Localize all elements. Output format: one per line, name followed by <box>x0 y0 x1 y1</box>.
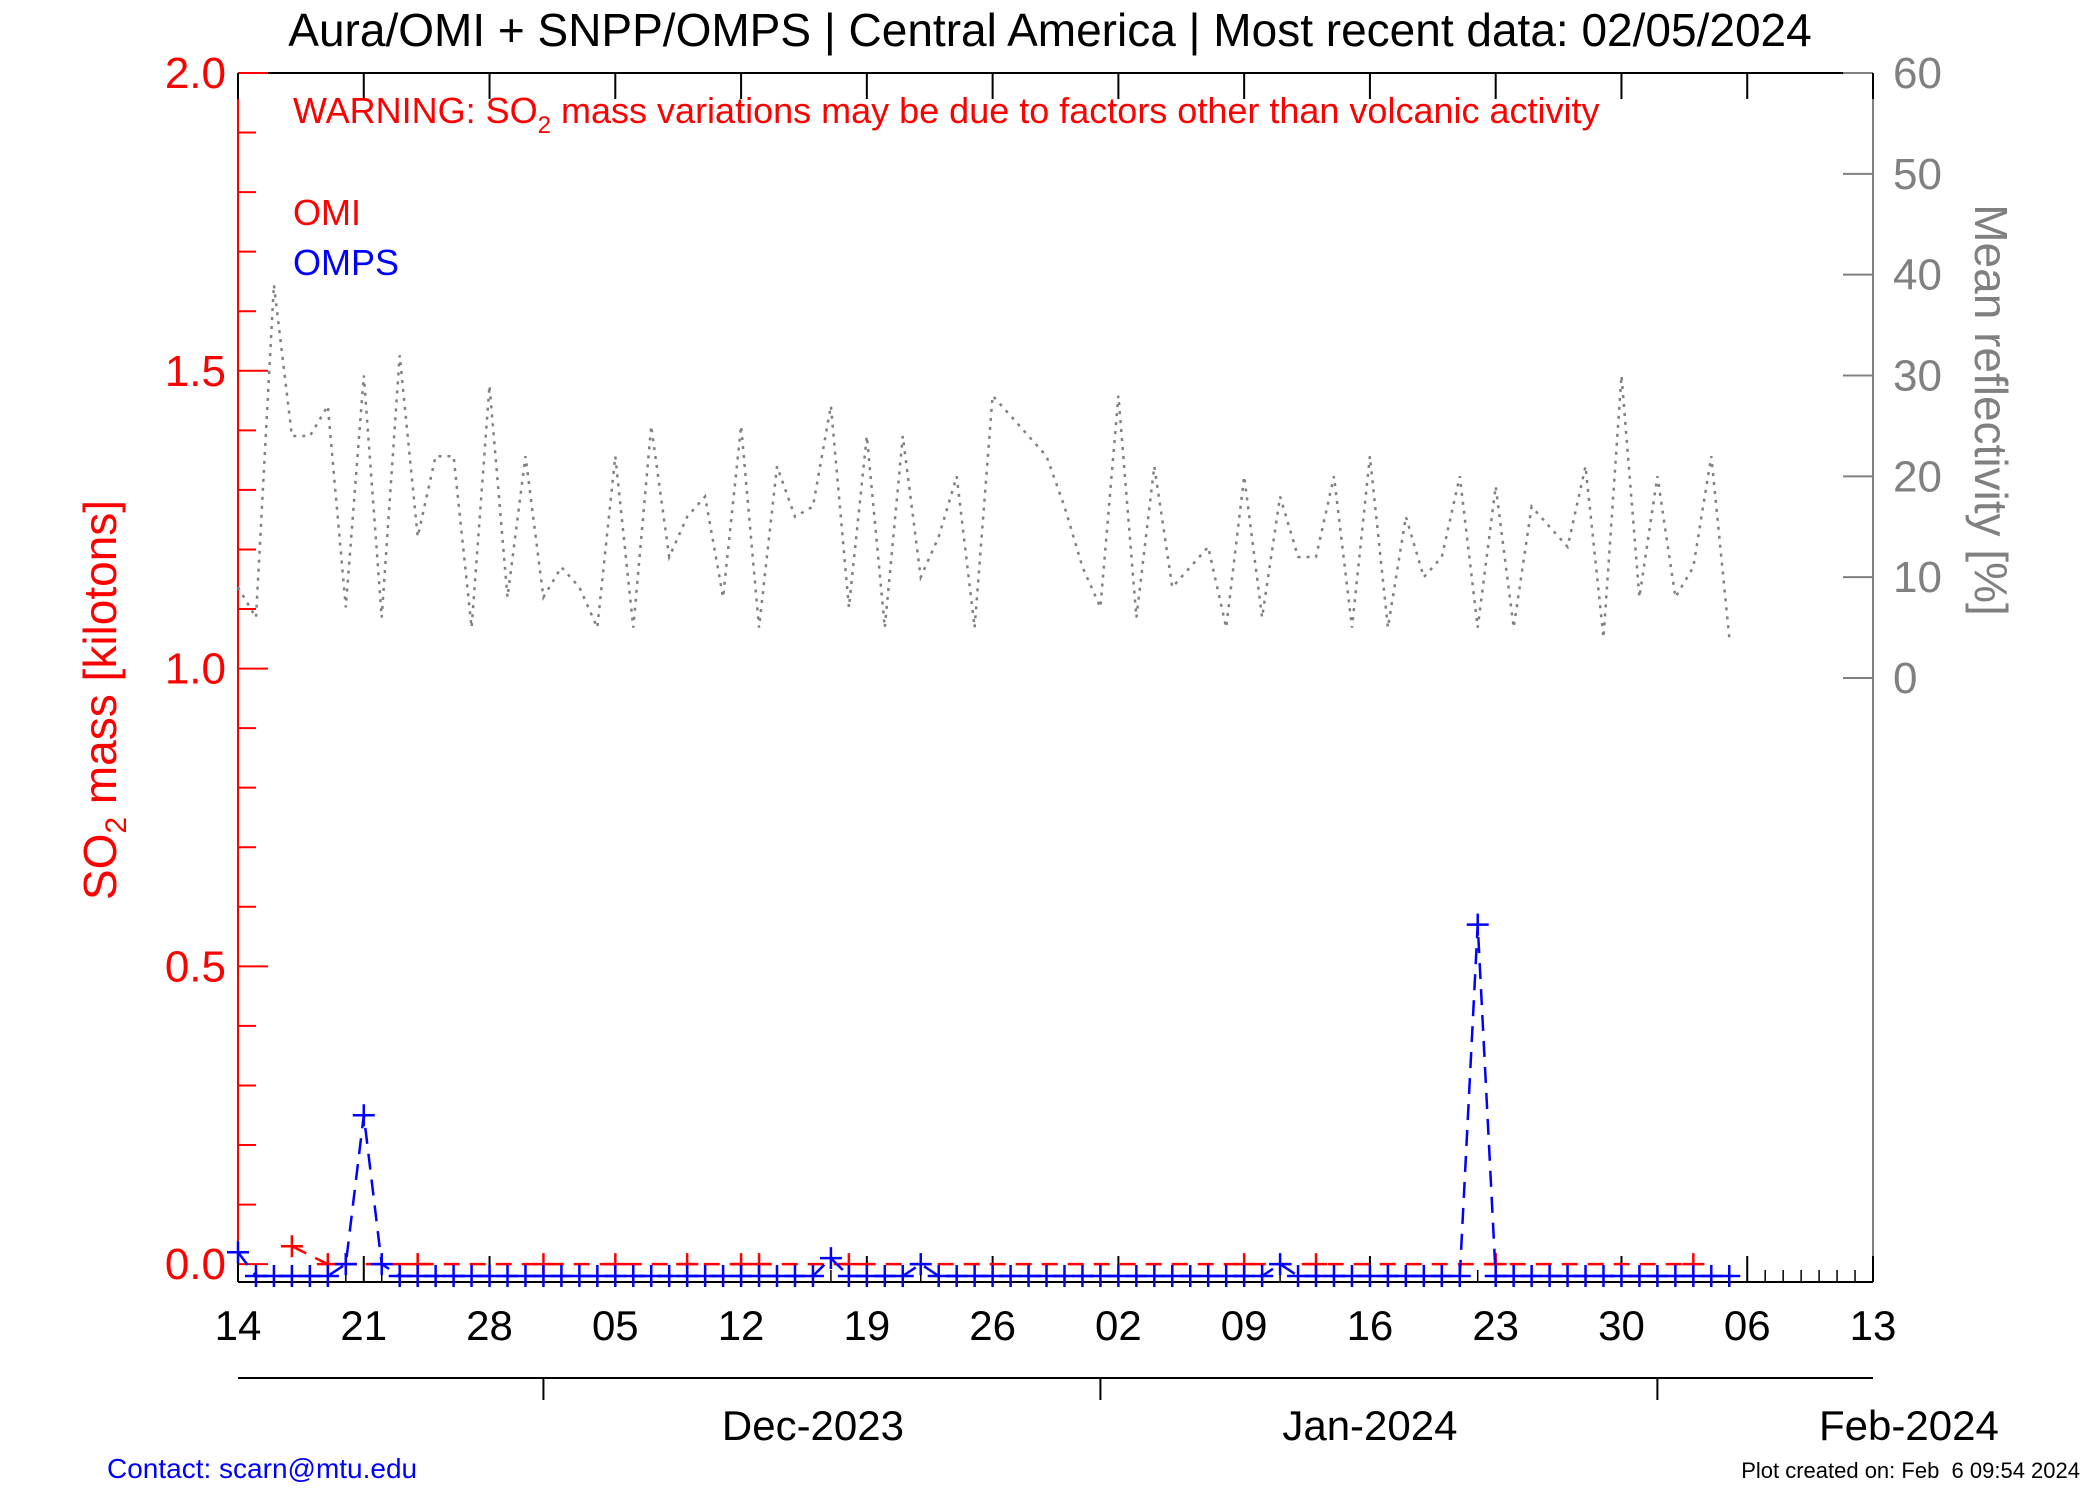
right-tick-label: 40 <box>1893 251 1942 300</box>
right-tick-label: 50 <box>1893 150 1942 199</box>
left-y-axis: 0.0 0.5 1.0 1.5 2.0 <box>165 49 268 1289</box>
x-axis: 14 21 28 05 12 19 26 02 09 16 23 30 06 13 <box>215 73 1897 1349</box>
omps-point <box>1448 1265 1471 1288</box>
legend-omi: OMI <box>293 192 361 233</box>
omps-point <box>819 1247 842 1270</box>
omps-point <box>909 1253 932 1276</box>
plot-frame <box>238 72 1873 1283</box>
x-tick-label: 05 <box>592 1302 639 1349</box>
omps-point <box>352 1104 375 1127</box>
left-tick-label: 1.5 <box>165 347 226 396</box>
x-tick-label: 16 <box>1347 1302 1394 1349</box>
x-tick-label: 26 <box>969 1302 1016 1349</box>
omps-point <box>801 1265 824 1288</box>
right-tick-label: 20 <box>1893 452 1942 501</box>
omps-point <box>1251 1265 1274 1288</box>
contact-text: Contact: scarn@mtu.edu <box>107 1453 417 1484</box>
x-tick-label: 12 <box>718 1302 765 1349</box>
y-axis-label-right: Mean reflectivity [%] <box>1965 204 2017 616</box>
right-tick-label: 0 <box>1893 654 1917 703</box>
y-axis-label-left: SO2 mass [kilotons] <box>74 500 133 900</box>
left-tick-label: 0.0 <box>165 1240 226 1289</box>
right-tick-label: 30 <box>1893 352 1942 401</box>
omps-point <box>370 1253 393 1276</box>
omps-point <box>891 1265 914 1288</box>
omps-point <box>1269 1253 1292 1276</box>
x-tick-label: 30 <box>1598 1302 1645 1349</box>
x-tick-label: 19 <box>843 1302 890 1349</box>
omps-point <box>1466 913 1489 936</box>
month-label: Feb-2024 <box>1819 1402 1999 1449</box>
omps-point <box>334 1253 357 1276</box>
month-axis: Dec-2023 Jan-2024 Feb-2024 <box>238 1377 1999 1449</box>
x-tick-label: 21 <box>340 1302 387 1349</box>
omi-point <box>280 1235 303 1258</box>
legend-omps: OMPS <box>293 242 399 283</box>
x-tick-label: 06 <box>1724 1302 1771 1349</box>
x-tick-label: 14 <box>215 1302 262 1349</box>
series-mean-reflectivity <box>236 284 1731 638</box>
series-omps <box>227 913 1741 1288</box>
plot-created-text: Plot created on: Feb 6 09:54 2024 <box>1741 1458 2080 1483</box>
reflectivity-line <box>236 284 1731 638</box>
omi-line <box>291 1245 1694 1266</box>
x-tick-label: 23 <box>1472 1302 1519 1349</box>
chart-title: Aura/OMI + SNPP/OMPS | Central America |… <box>288 4 1811 56</box>
x-tick-label: 02 <box>1095 1302 1142 1349</box>
x-tick-label: 13 <box>1850 1302 1897 1349</box>
omps-point <box>1718 1265 1741 1288</box>
right-tick-label: 10 <box>1893 553 1942 602</box>
omps-point <box>227 1241 249 1264</box>
omps-point <box>316 1265 339 1288</box>
left-tick-label: 1.0 <box>165 645 226 694</box>
right-tick-label: 60 <box>1893 49 1942 98</box>
month-label: Dec-2023 <box>722 1402 904 1449</box>
warning-text: WARNING: SO2 mass variations may be due … <box>293 90 1600 139</box>
right-y-axis: 0 10 20 30 40 50 60 <box>1843 49 1942 1282</box>
x-tick-label: 28 <box>466 1302 513 1349</box>
omps-line <box>237 924 1730 1278</box>
x-tick-label: 09 <box>1221 1302 1268 1349</box>
series-layer <box>227 284 1741 1288</box>
left-tick-label: 0.5 <box>165 942 226 991</box>
month-label: Jan-2024 <box>1282 1402 1457 1449</box>
left-tick-label: 2.0 <box>165 49 226 98</box>
